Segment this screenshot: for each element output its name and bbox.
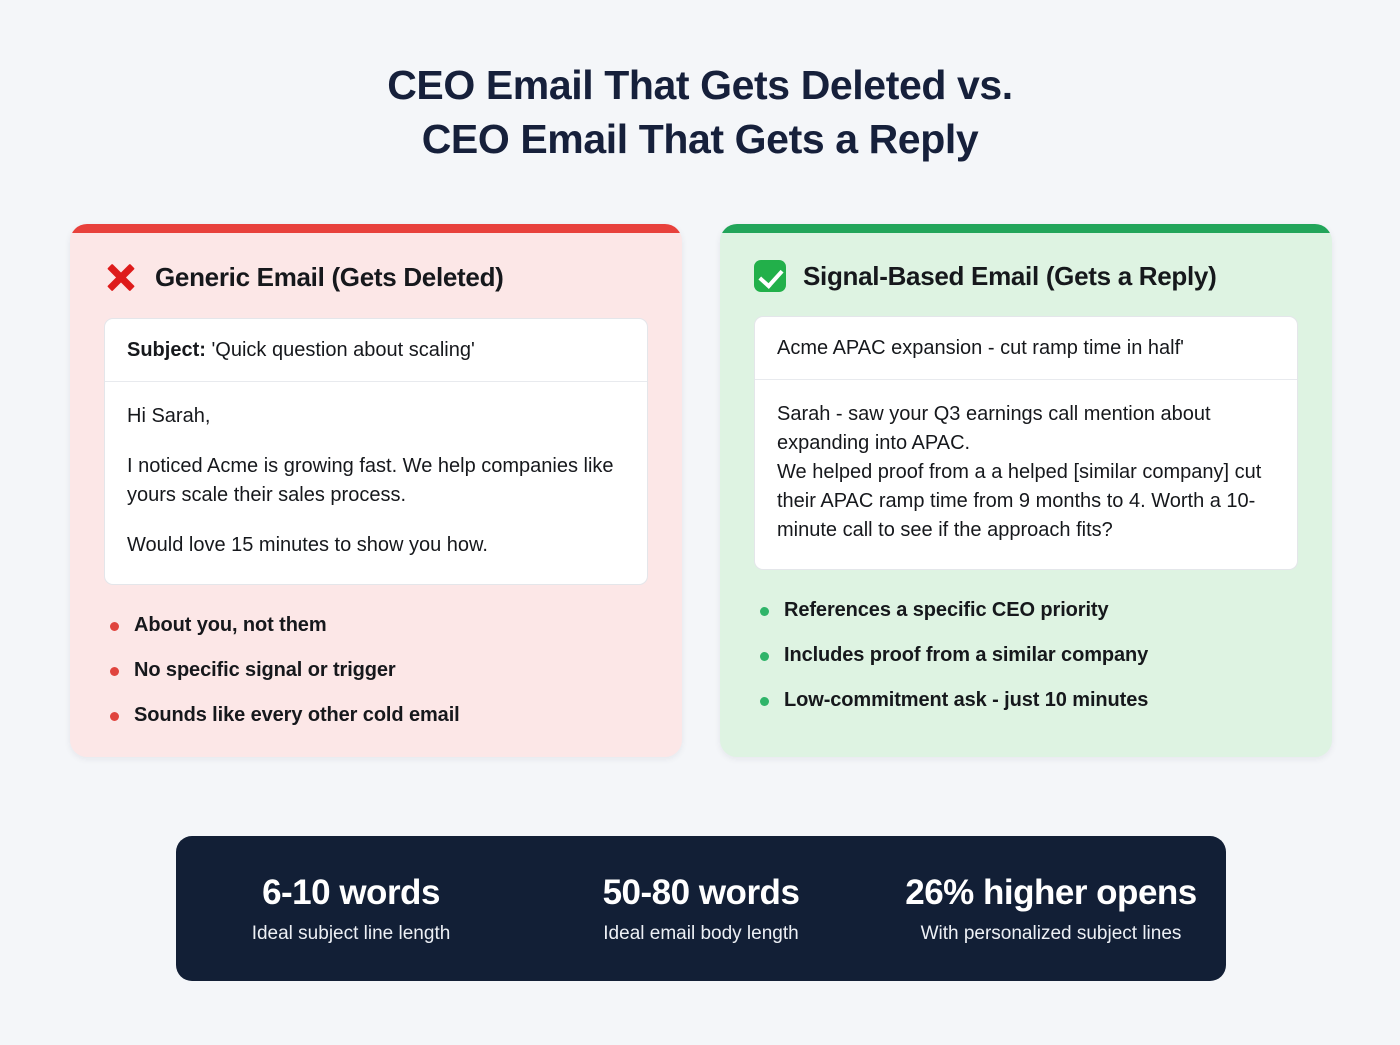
stat-email-body-length: 50-80 words Ideal email body length bbox=[526, 873, 876, 945]
bullet-list-signal: References a specific CEO priority Inclu… bbox=[760, 599, 1298, 712]
bullet-dot-icon bbox=[110, 712, 119, 721]
email-subject-signal: Acme APAC expansion - cut ramp time in h… bbox=[755, 317, 1297, 380]
bullet-dot-icon bbox=[110, 667, 119, 676]
stats-bar: 6-10 words Ideal subject line length 50-… bbox=[176, 836, 1226, 981]
email-preview-signal: Acme APAC expansion - cut ramp time in h… bbox=[754, 316, 1298, 570]
subject-value-generic: 'Quick question about scaling' bbox=[211, 339, 475, 361]
stat-label: With personalized subject lines bbox=[920, 922, 1182, 944]
card-heading-generic: Generic Email (Gets Deleted) bbox=[155, 261, 504, 292]
subject-label-generic: Subject: bbox=[127, 339, 206, 361]
stat-value: 6-10 words bbox=[262, 872, 440, 912]
bullet-dot-icon bbox=[760, 697, 769, 706]
bullet-text: Sounds like every other cold email bbox=[134, 704, 460, 726]
list-item: Low-commitment ask - just 10 minutes bbox=[760, 689, 1298, 712]
bullet-text: Includes proof from a similar company bbox=[784, 644, 1149, 666]
list-item: Includes proof from a similar company bbox=[760, 644, 1298, 667]
email-preview-generic: Subject: 'Quick question about scaling' … bbox=[104, 318, 648, 585]
comparison-cards: Generic Email (Gets Deleted) Subject: 'Q… bbox=[70, 224, 1332, 757]
card-signal-based-email: Signal-Based Email (Gets a Reply) Acme A… bbox=[720, 224, 1332, 757]
card-generic-email: Generic Email (Gets Deleted) Subject: 'Q… bbox=[70, 224, 682, 757]
stat-label: Ideal email body length bbox=[603, 922, 799, 944]
email-body-line: We helped proof from a a helped [similar… bbox=[777, 461, 1262, 541]
bullet-text: No specific signal or trigger bbox=[134, 659, 396, 681]
stat-subject-line-length: 6-10 words Ideal subject line length bbox=[176, 873, 526, 945]
email-body-line: Sarah - saw your Q3 earnings call mentio… bbox=[777, 403, 1211, 454]
page-title: CEO Email That Gets Deleted vs. CEO Emai… bbox=[0, 0, 1400, 166]
title-line-1: CEO Email That Gets Deleted vs. bbox=[387, 62, 1013, 108]
bullet-dot-icon bbox=[110, 622, 119, 631]
email-body-line: Would love 15 minutes to show you how. bbox=[127, 534, 488, 556]
bullet-dot-icon bbox=[760, 607, 769, 616]
red-x-icon bbox=[104, 260, 138, 294]
stat-value: 50-80 words bbox=[602, 872, 800, 912]
email-body-signal: Sarah - saw your Q3 earnings call mentio… bbox=[755, 380, 1297, 569]
subject-value-signal: Acme APAC expansion - cut ramp time in h… bbox=[777, 337, 1184, 359]
title-line-2: CEO Email That Gets a Reply bbox=[421, 116, 979, 163]
card-header-generic: Generic Email (Gets Deleted) bbox=[70, 233, 682, 294]
card-accent-bar-red bbox=[70, 224, 682, 233]
bullet-text: About you, not them bbox=[134, 614, 327, 636]
card-heading-signal: Signal-Based Email (Gets a Reply) bbox=[803, 260, 1217, 291]
list-item: Sounds like every other cold email bbox=[110, 704, 648, 727]
bullet-text: Low-commitment ask - just 10 minutes bbox=[784, 689, 1149, 711]
email-body-line: I noticed Acme is growing fast. We help … bbox=[127, 455, 614, 506]
stat-value: 26% higher opens bbox=[905, 872, 1197, 912]
email-subject-generic: Subject: 'Quick question about scaling' bbox=[105, 319, 647, 382]
list-item: About you, not them bbox=[110, 614, 648, 637]
list-item: No specific signal or trigger bbox=[110, 659, 648, 682]
bullet-list-generic: About you, not them No specific signal o… bbox=[110, 614, 648, 727]
stat-higher-opens: 26% higher opens With personalized subje… bbox=[876, 873, 1226, 945]
green-check-icon bbox=[754, 260, 786, 292]
stat-label: Ideal subject line length bbox=[251, 922, 451, 944]
card-accent-bar-green bbox=[720, 224, 1332, 233]
bullet-dot-icon bbox=[760, 652, 769, 661]
email-body-line: Hi Sarah, bbox=[127, 405, 211, 427]
card-header-signal: Signal-Based Email (Gets a Reply) bbox=[720, 233, 1332, 292]
bullet-text: References a specific CEO priority bbox=[784, 599, 1109, 621]
list-item: References a specific CEO priority bbox=[760, 599, 1298, 622]
email-body-generic: Hi Sarah, I noticed Acme is growing fast… bbox=[105, 382, 647, 584]
